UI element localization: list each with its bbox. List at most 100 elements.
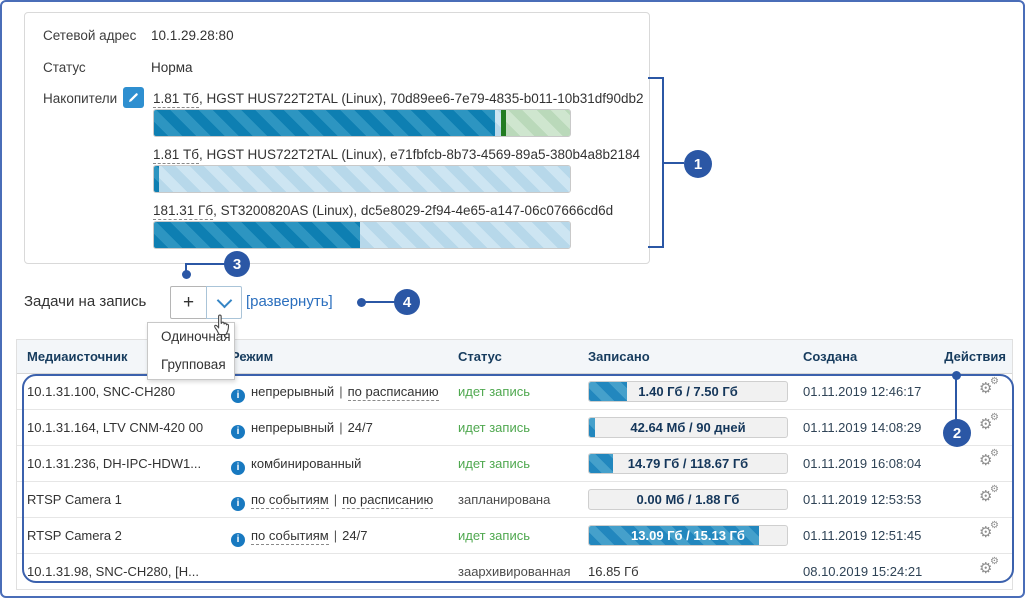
info-icon[interactable]: i (231, 497, 245, 511)
edit-drives-button[interactable] (123, 87, 144, 108)
mode-separator: | (333, 528, 338, 543)
drive-size[interactable]: 1.81 Тб (153, 147, 200, 164)
created-cell: 01.11.2019 16:08:04 (803, 456, 922, 471)
actions-gears-icon[interactable]: ⚙ ⚙ (979, 556, 999, 577)
table-row[interactable]: RTSP Camera 2 i по событиям | 24/7 идет зап… (17, 518, 1012, 554)
add-task-button[interactable]: + (170, 286, 207, 319)
drive-desc: , HGST HUS722T2TAL (Linux), e71fbfcb-8b7… (199, 147, 641, 162)
mode-cell: i по событиям | 24/7 (231, 518, 453, 553)
drive-size[interactable]: 1.81 Тб (153, 91, 200, 108)
callout-1-badge: 1 (684, 150, 712, 178)
table-row[interactable]: 10.1.31.236, DH-IPC-HDW1... i комбинирова… (17, 446, 1012, 482)
actions-cell: ⚙ ⚙ (979, 482, 1003, 517)
column-header-actions: Действия (944, 349, 1006, 364)
status-cell: идет запись (458, 528, 530, 543)
callout-4-line (364, 301, 395, 303)
mode-part[interactable]: по событиям (251, 528, 329, 545)
callout-3-dot (182, 270, 191, 279)
column-header-status: Статус (458, 349, 502, 364)
callout-3-line (185, 263, 225, 265)
created-cell: 01.11.2019 14:08:29 (803, 420, 922, 435)
status-label: Статус (43, 60, 86, 75)
recorded-progress-text: 13.09 Гб / 15.13 Гб (631, 528, 745, 543)
drive-size[interactable]: 181.31 Гб (153, 203, 214, 220)
mode-part: непрерывный (251, 384, 335, 399)
network-address-label: Сетевой адрес (43, 28, 137, 43)
table-row[interactable]: RTSP Camera 1 i по событиям | по расписанию… (17, 482, 1012, 518)
mode-part: 24/7 (347, 420, 373, 435)
mode-cell: i комбинированный (231, 446, 453, 481)
status-cell: идет запись (458, 456, 530, 471)
status-cell: запланирована (458, 492, 551, 507)
actions-cell: ⚙ ⚙ (979, 410, 1003, 445)
table-row[interactable]: 10.1.31.98, SNC-CH280, [Н... заархивиров… (17, 554, 1012, 589)
actions-gears-icon[interactable]: ⚙ ⚙ (979, 484, 999, 505)
mode-part[interactable]: по расписанию (347, 384, 439, 401)
add-task-dropdown-button[interactable] (206, 286, 242, 319)
media-source-cell: 10.1.31.98, SNC-CH280, [Н... (27, 564, 199, 579)
chevron-down-icon (216, 292, 232, 308)
table-row[interactable]: 10.1.31.100, SNC-CH280 i непрерывный | по р… (17, 374, 1012, 410)
expand-link[interactable]: [развернуть] (246, 293, 333, 310)
info-icon[interactable]: i (231, 533, 245, 547)
menu-item-single[interactable]: Одиночная (161, 329, 231, 344)
created-cell: 01.11.2019 12:53:53 (803, 492, 922, 507)
mode-part: комбинированный (251, 456, 362, 471)
drives-label: Накопители (43, 91, 118, 106)
actions-gears-icon[interactable]: ⚙ ⚙ (979, 376, 999, 397)
mode-part: 24/7 (342, 528, 368, 543)
callout-1-bracket (648, 77, 664, 248)
callout-3-badge: 3 (224, 251, 250, 277)
recorded-progress-text: 14.79 Гб / 118.67 Гб (627, 456, 749, 471)
recorded-cell: 13.09 Гб / 15.13 Гб (588, 518, 793, 553)
mode-part[interactable]: по событиям (251, 492, 329, 509)
drive-item: 1.81 Тб, HGST HUS722T2TAL (Linux), 70d89… (153, 91, 644, 137)
recorded-cell: 14.79 Гб / 118.67 Гб (588, 446, 793, 481)
recorded-progress-text: 1.40 Гб / 7.50 Гб (638, 384, 738, 399)
recorded-progress: 42.64 Мб / 90 дней (588, 417, 788, 438)
callout-1-line (664, 162, 684, 164)
callout-4-dot (357, 298, 366, 307)
media-source-cell: 10.1.31.236, DH-IPC-HDW1... (27, 456, 202, 471)
recorded-cell: 0.00 Мб / 1.88 Гб (588, 482, 793, 517)
recorded-progress-fill (589, 454, 613, 473)
drive-item: 1.81 Тб, HGST HUS722T2TAL (Linux), e71fb… (153, 147, 640, 193)
recorded-size-text: 16.85 Гб (588, 564, 639, 579)
info-icon[interactable]: i (231, 389, 245, 403)
pencil-icon (128, 92, 139, 103)
created-cell: 01.11.2019 12:46:17 (803, 384, 922, 399)
actions-gears-icon[interactable]: ⚙ ⚙ (979, 520, 999, 541)
mode-part: непрерывный (251, 420, 335, 435)
recorded-progress-text: 0.00 Мб / 1.88 Гб (636, 492, 740, 507)
recorded-progress: 13.09 Гб / 15.13 Гб (588, 525, 788, 546)
actions-gears-icon[interactable]: ⚙ ⚙ (979, 448, 999, 469)
menu-item-group[interactable]: Групповая (161, 357, 226, 372)
tasks-section-title: Задачи на запись (24, 293, 147, 310)
table-row[interactable]: 10.1.31.164, LTV CNM-420 00 i непрерывный… (17, 410, 1012, 446)
media-source-cell: RTSP Camera 2 (27, 528, 122, 543)
hand-pointer-cursor-icon (212, 312, 232, 341)
info-icon[interactable]: i (231, 425, 245, 439)
bar-used-segment (154, 222, 360, 248)
recorded-cell: 1.40 Гб / 7.50 Гб (588, 374, 793, 409)
media-source-cell: RTSP Camera 1 (27, 492, 122, 507)
recorded-progress: 1.40 Гб / 7.50 Гб (588, 381, 788, 402)
info-icon[interactable]: i (231, 461, 245, 475)
recorded-progress: 0.00 Мб / 1.88 Гб (588, 489, 788, 510)
mode-cell: i непрерывный | по расписанию (231, 374, 453, 409)
column-header-created: Создана (803, 349, 858, 364)
mode-part[interactable]: по расписанию (342, 492, 434, 509)
recorded-cell: 42.64 Мб / 90 дней (588, 410, 793, 445)
media-source-cell: 10.1.31.100, SNC-CH280 (27, 384, 176, 399)
mode-separator: | (339, 384, 343, 399)
drive-name: 1.81 Тб, HGST HUS722T2TAL (Linux), 70d89… (153, 91, 644, 108)
mode-cell: i по событиям | по расписанию (231, 482, 453, 517)
actions-gears-icon[interactable]: ⚙ ⚙ (979, 412, 999, 433)
device-info-panel: Сетевой адрес 10.1.29.28:80 Статус Норма… (24, 12, 650, 264)
media-source-cell: 10.1.31.164, LTV CNM-420 00 (27, 420, 204, 435)
bar-reserved-segment (506, 110, 570, 136)
recorded-progress-fill (589, 526, 760, 545)
bar-free-segment (359, 222, 570, 248)
actions-cell: ⚙ ⚙ (979, 518, 1003, 553)
callout-2-line (955, 379, 957, 420)
